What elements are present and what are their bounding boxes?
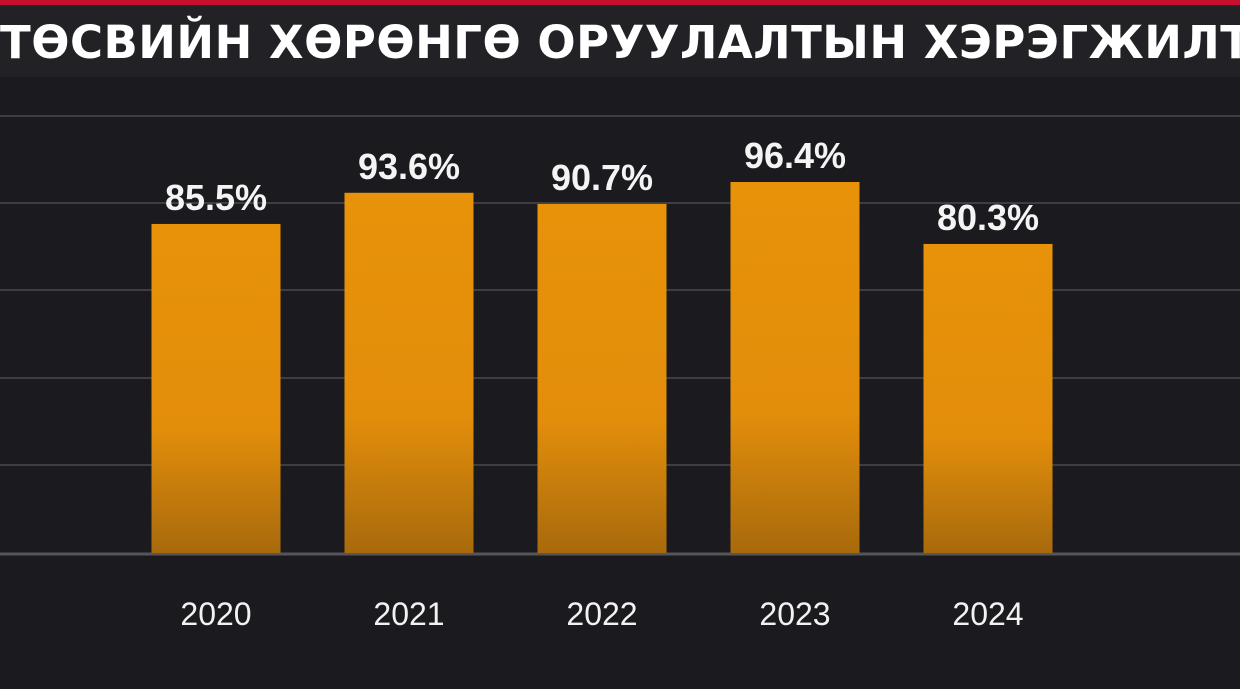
accent-stripe — [0, 0, 1240, 5]
x-axis-ticks: 2020 2021 2022 2023 2024 — [180, 596, 1023, 632]
title-band — [0, 5, 1240, 77]
x-tick-label-2022: 2022 — [566, 596, 637, 632]
value-label-2021: 93.6% — [358, 146, 460, 187]
bar-2021 — [344, 192, 474, 553]
value-labels: 85.5% 93.6% 90.7% 96.4% 80.3% — [165, 135, 1039, 238]
bars — [151, 182, 1053, 554]
chart-title: ТӨСВИЙН ХӨРӨНГӨ ОРУУЛАЛТЫН ХЭРЭГЖИЛТ — [0, 16, 1240, 69]
value-label-2022: 90.7% — [551, 157, 653, 198]
value-label-2024: 80.3% — [937, 197, 1039, 238]
bar-2022 — [537, 203, 667, 554]
x-tick-label-2020: 2020 — [180, 596, 251, 632]
bar-2024 — [923, 243, 1053, 554]
x-tick-label-2023: 2023 — [759, 596, 830, 632]
bar-2020 — [151, 223, 281, 554]
x-tick-label-2021: 2021 — [373, 596, 444, 632]
bar-2023 — [730, 182, 860, 553]
x-tick-label-2024: 2024 — [952, 596, 1023, 632]
value-label-2023: 96.4% — [744, 135, 846, 176]
value-label-2020: 85.5% — [165, 177, 267, 218]
